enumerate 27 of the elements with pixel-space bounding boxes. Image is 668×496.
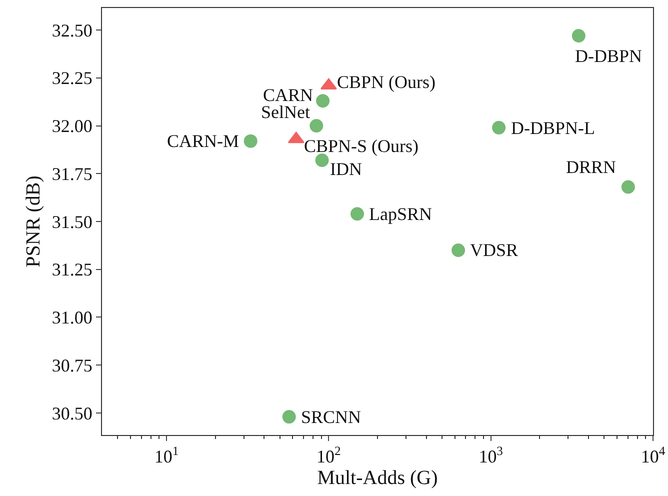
x-tick-label: 10$^{4}$ <box>640 444 666 467</box>
annotation: CARN-M <box>167 131 240 151</box>
annotation: LapSRN <box>369 204 432 224</box>
annotation: D-DBPN-L <box>511 118 595 138</box>
y-tick-label: 31.00 <box>52 308 92 328</box>
y-tick-label: 32.25 <box>52 68 92 88</box>
y-tick-label: 31.25 <box>52 260 92 280</box>
annotation: IDN <box>330 159 362 179</box>
annotation: CBPN-S (Ours) <box>304 136 419 156</box>
x-tick-label: 10$^{1}$ <box>154 444 179 467</box>
annotation: D-DBPN <box>575 46 642 66</box>
annotation: DRRN <box>566 157 616 177</box>
y-axis-title: PSNR (dB) <box>22 176 44 268</box>
y-tick-label: 30.50 <box>52 403 92 424</box>
annotation: SelNet <box>261 102 310 122</box>
x-tick-label: 10$^{3}$ <box>478 444 503 467</box>
annotation: CBPN (Ours) <box>337 72 436 92</box>
y-tick-label: 32.50 <box>52 20 92 40</box>
x-tick-label: 10$^{2}$ <box>316 444 341 467</box>
y-tick-label: 31.50 <box>52 212 92 232</box>
annotation: SRCNN <box>301 407 362 427</box>
x-axis-title: Mult-Adds (G) <box>317 467 438 490</box>
annotation: VDSR <box>470 240 518 260</box>
y-tick-label: 31.75 <box>52 164 92 184</box>
y-tick-label: 30.75 <box>52 355 92 376</box>
annotation: CARN <box>263 85 314 105</box>
y-tick-label: 32.00 <box>52 116 92 136</box>
